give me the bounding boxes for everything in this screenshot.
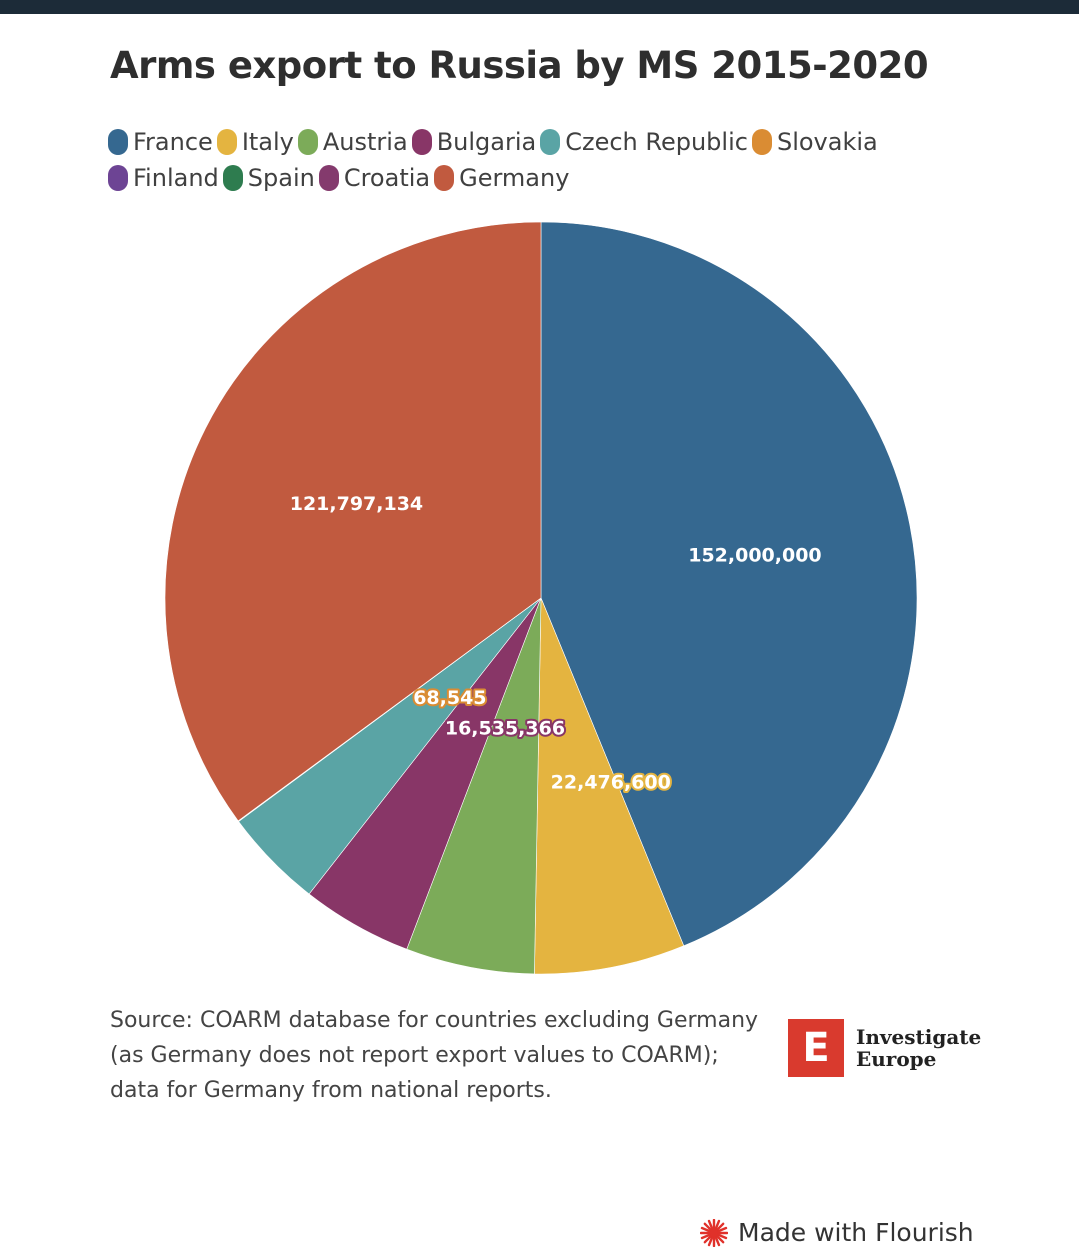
legend-item-germany[interactable]: Germany — [434, 164, 569, 192]
data-label-slovakia: 68,545 — [413, 687, 486, 709]
legend-label: France — [133, 128, 213, 156]
source-line-3: data for Germany from national reports. — [110, 1078, 552, 1103]
logo-wordmark: Investigate Europe — [856, 1026, 981, 1070]
data-label-france: 152,000,000 — [688, 544, 821, 566]
legend-swatch — [540, 129, 561, 155]
data-label-italy: 22,476,600 — [551, 771, 671, 793]
legend-swatch — [297, 129, 318, 155]
legend-label: Germany — [459, 164, 570, 192]
legend-item-croatia[interactable]: Croatia — [318, 164, 431, 192]
investigate-europe-logo[interactable]: E Investigate Europe — [788, 1019, 981, 1077]
legend-swatch — [411, 129, 432, 155]
legend-label: Bulgaria — [436, 128, 537, 156]
legend: France Italy Austria Bulgaria Czech Republic… — [108, 124, 968, 196]
legend-row-2: Finland Spain Croatia Germany — [108, 160, 968, 196]
legend-label: Czech Republic — [565, 128, 748, 156]
top-bar — [0, 0, 1079, 14]
source-line-2: (as Germany does not report export value… — [110, 1043, 719, 1068]
legend-swatch — [108, 165, 128, 191]
data-label-bulgaria: 16,535,366 — [445, 717, 565, 739]
legend-swatch — [108, 129, 128, 155]
legend-label: Italy — [241, 128, 294, 156]
legend-label: Finland — [133, 164, 219, 192]
legend-label: Slovakia — [776, 128, 878, 156]
data-label-germany: 121,797,134 — [290, 493, 423, 515]
legend-item-italy[interactable]: Italy — [216, 128, 294, 156]
legend-item-bulgaria[interactable]: Bulgaria — [411, 128, 537, 156]
source-note: Source: COARM database for countries exc… — [110, 1003, 790, 1108]
legend-label: Austria — [322, 128, 408, 156]
pie-slice-france[interactable] — [540, 221, 918, 947]
legend-item-austria[interactable]: Austria — [297, 128, 408, 156]
legend-swatch — [751, 129, 772, 155]
legend-label: Spain — [247, 164, 315, 192]
legend-item-france[interactable]: France — [108, 128, 213, 156]
legend-label: Croatia — [343, 164, 431, 192]
flourish-label: Made with Flourish — [738, 1218, 974, 1247]
pie-slice-austria[interactable] — [406, 597, 542, 975]
legend-item-czech-republic[interactable]: Czech Republic — [540, 128, 748, 156]
logo-mark: E — [788, 1019, 844, 1077]
logo-line-1: Investigate — [856, 1025, 982, 1049]
pie-slice-italy[interactable] — [534, 597, 685, 975]
legend-item-finland[interactable]: Finland — [108, 164, 219, 192]
legend-swatch — [318, 165, 339, 191]
legend-item-spain[interactable]: Spain — [222, 164, 315, 192]
legend-swatch — [222, 165, 243, 191]
legend-swatch — [434, 165, 455, 191]
logo-line-2: Europe — [856, 1047, 937, 1071]
made-with-flourish-link[interactable]: Made with Flourish — [700, 1218, 974, 1247]
chart-title: Arms export to Russia by MS 2015-2020 — [110, 44, 929, 87]
pie-slice-germany[interactable] — [164, 221, 542, 822]
legend-swatch — [216, 129, 237, 155]
pie-chart: 152,000,000 22,476,600 16,535,366 68,545 121… — [164, 221, 918, 975]
source-line-1: Source: COARM database for countries exc… — [110, 1008, 759, 1033]
legend-row-1: France Italy Austria Bulgaria Czech Republic… — [108, 124, 968, 160]
flourish-burst-icon — [700, 1218, 728, 1247]
legend-item-slovakia[interactable]: Slovakia — [751, 128, 878, 156]
